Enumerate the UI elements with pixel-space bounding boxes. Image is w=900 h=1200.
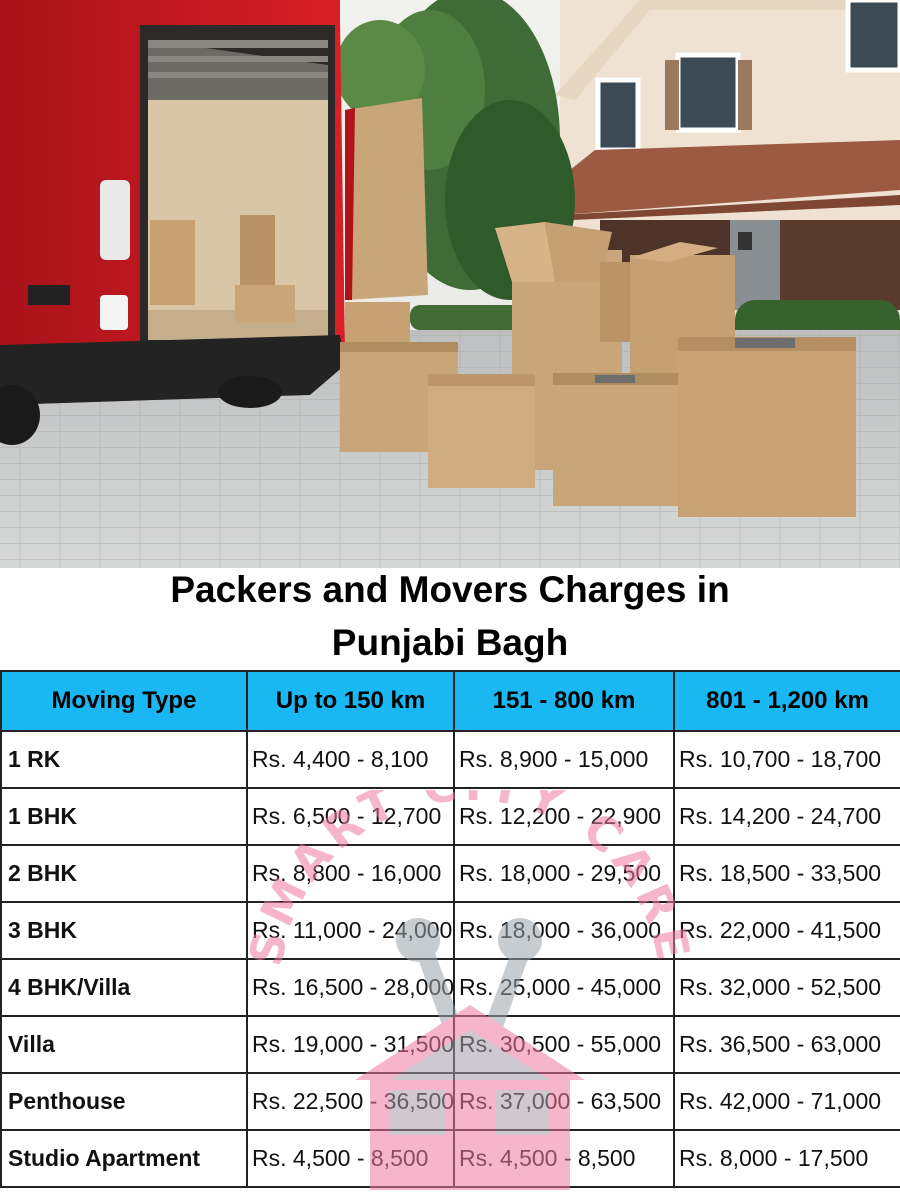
price-cell: Rs. 36,500 - 63,000 xyxy=(673,1015,900,1074)
price-cell: Rs. 14,200 - 24,700 xyxy=(673,787,900,846)
header-up-to-150km: Up to 150 km xyxy=(246,670,455,732)
table-row: 1 BHK Rs. 6,500 - 12,700 Rs. 12,200 - 22… xyxy=(0,787,900,846)
page-title: Packers and Movers Charges in Punjabi Ba… xyxy=(0,563,900,669)
price-cell: Rs. 19,000 - 31,500 xyxy=(246,1015,455,1074)
price-cell: Rs. 10,700 - 18,700 xyxy=(673,730,900,789)
price-cell: Rs. 6,500 - 12,700 xyxy=(246,787,455,846)
moving-type-cell: 4 BHK/Villa xyxy=(0,958,248,1017)
price-cell: Rs. 30,500 - 55,000 xyxy=(453,1015,675,1074)
price-cell: Rs. 37,000 - 63,500 xyxy=(453,1072,675,1131)
moving-type-cell: 3 BHK xyxy=(0,901,248,960)
moving-type-cell: 1 RK xyxy=(0,730,248,789)
price-cell: Rs. 16,500 - 28,000 xyxy=(246,958,455,1017)
price-cell: Rs. 22,500 - 36,500 xyxy=(246,1072,455,1131)
price-cell: Rs. 4,500 - 8,500 xyxy=(246,1129,455,1188)
moving-van-photo-icon xyxy=(0,0,900,568)
table-row: Penthouse Rs. 22,500 - 36,500 Rs. 37,000… xyxy=(0,1072,900,1131)
header-moving-type: Moving Type xyxy=(0,670,248,732)
table-row: 1 RK Rs. 4,400 - 8,100 Rs. 8,900 - 15,00… xyxy=(0,730,900,789)
price-cell: Rs. 8,800 - 16,000 xyxy=(246,844,455,903)
header-801-1200km: 801 - 1,200 km xyxy=(673,670,900,732)
price-cell: Rs. 22,000 - 41,500 xyxy=(673,901,900,960)
moving-type-cell: Studio Apartment xyxy=(0,1129,248,1188)
moving-type-cell: Penthouse xyxy=(0,1072,248,1131)
price-cell: Rs. 18,000 - 29,500 xyxy=(453,844,675,903)
table-row: Villa Rs. 19,000 - 31,500 Rs. 30,500 - 5… xyxy=(0,1015,900,1074)
price-cell: Rs. 8,000 - 17,500 xyxy=(673,1129,900,1188)
moving-type-cell: Villa xyxy=(0,1015,248,1074)
table-row: 2 BHK Rs. 8,800 - 16,000 Rs. 18,000 - 29… xyxy=(0,844,900,903)
price-cell: Rs. 4,500 - 8,500 xyxy=(453,1129,675,1188)
price-cell: Rs. 11,000 - 24,000 xyxy=(246,901,455,960)
price-cell: Rs. 4,400 - 8,100 xyxy=(246,730,455,789)
moving-type-cell: 1 BHK xyxy=(0,787,248,846)
van-illustration xyxy=(0,0,428,445)
title-line-2: Punjabi Bagh xyxy=(331,622,569,663)
hero-image xyxy=(0,0,900,568)
header-151-800km: 151 - 800 km xyxy=(453,670,675,732)
table-row: 4 BHK/Villa Rs. 16,500 - 28,000 Rs. 25,0… xyxy=(0,958,900,1017)
price-cell: Rs. 12,200 - 22,900 xyxy=(453,787,675,846)
moving-type-cell: 2 BHK xyxy=(0,844,248,903)
price-cell: Rs. 32,000 - 52,500 xyxy=(673,958,900,1017)
charges-table: Moving Type Up to 150 km 151 - 800 km 80… xyxy=(0,670,900,1188)
price-cell: Rs. 18,000 - 36,000 xyxy=(453,901,675,960)
boxes-illustration xyxy=(340,222,856,517)
house-illustration xyxy=(520,0,900,330)
table-header-row: Moving Type Up to 150 km 151 - 800 km 80… xyxy=(0,670,900,732)
price-cell: Rs. 8,900 - 15,000 xyxy=(453,730,675,789)
title-line-1: Packers and Movers Charges in xyxy=(170,569,730,610)
price-cell: Rs. 42,000 - 71,000 xyxy=(673,1072,900,1131)
price-cell: Rs. 18,500 - 33,500 xyxy=(673,844,900,903)
price-cell: Rs. 25,000 - 45,000 xyxy=(453,958,675,1017)
table-row: 3 BHK Rs. 11,000 - 24,000 Rs. 18,000 - 3… xyxy=(0,901,900,960)
table-row: Studio Apartment Rs. 4,500 - 8,500 Rs. 4… xyxy=(0,1129,900,1188)
